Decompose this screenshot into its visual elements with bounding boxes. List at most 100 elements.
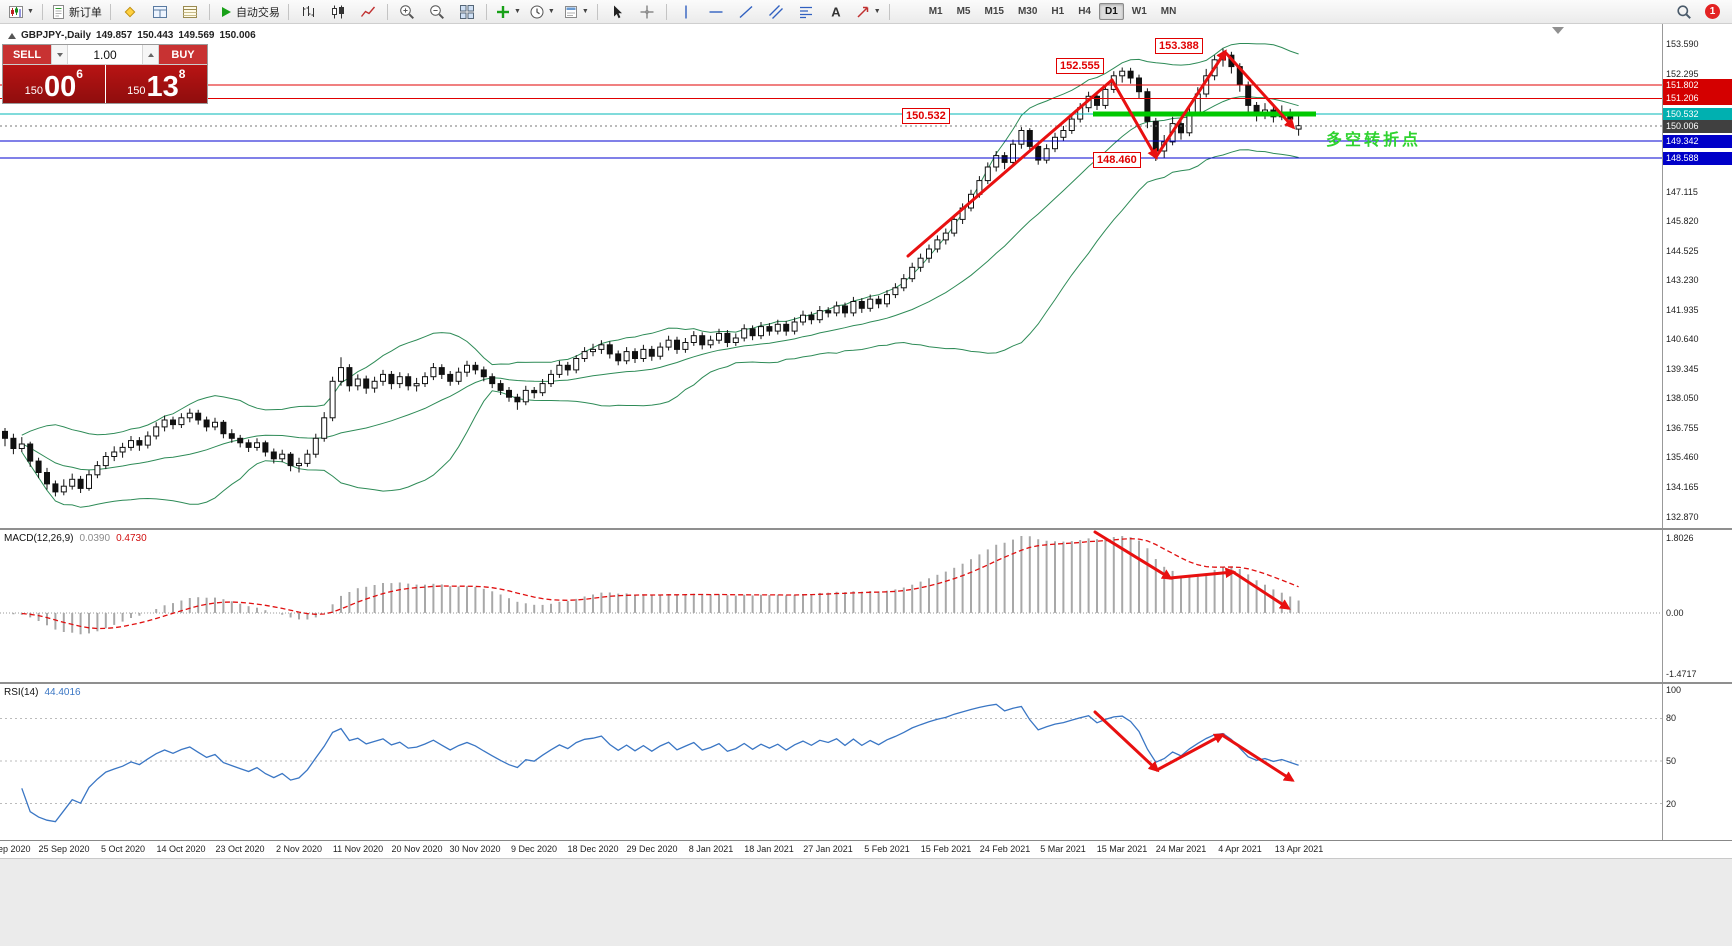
autotrading-button[interactable]: 自动交易 xyxy=(215,1,283,23)
macd-canvas[interactable] xyxy=(0,530,1662,682)
templates-icon xyxy=(563,4,579,20)
price-annotation[interactable]: 153.388 xyxy=(1155,38,1203,54)
cursor-button[interactable] xyxy=(603,1,631,23)
price-tag: 149.342 xyxy=(1663,135,1732,148)
chart-ohlc-header: GBPJPY-,Daily 149.857 150.443 149.569 15… xyxy=(8,30,256,41)
timeframe-D1-button[interactable]: D1 xyxy=(1099,3,1124,20)
toolbar-separator xyxy=(596,3,598,20)
crosshair-icon xyxy=(639,4,655,20)
timeframe-H1-button[interactable]: H1 xyxy=(1051,6,1065,17)
main-chart-canvas[interactable] xyxy=(0,24,1662,528)
zoom-in-icon xyxy=(399,4,415,20)
time-axis-label: 25 Sep 2020 xyxy=(38,844,90,854)
bar-chart-mode-button[interactable] xyxy=(294,1,322,23)
timeframe-M1-button[interactable]: M1 xyxy=(928,6,943,17)
volume-input[interactable] xyxy=(68,45,142,64)
tile-windows-icon xyxy=(459,4,475,20)
rsi-panel[interactable]: RSI(14) 44.4016 xyxy=(0,684,1662,840)
buy-button[interactable]: BUY xyxy=(159,45,207,64)
vertical-line-icon xyxy=(678,4,694,20)
buy-price-prefix: 150 xyxy=(127,85,146,97)
chevron-down-icon xyxy=(56,52,63,57)
line-chart-mode-button[interactable] xyxy=(354,1,382,23)
sell-button[interactable]: SELL xyxy=(3,45,51,64)
time-axis-label: 24 Feb 2021 xyxy=(979,844,1031,854)
trend-arrows xyxy=(906,49,1296,258)
market-watch-button[interactable] xyxy=(146,1,174,23)
data-window-button[interactable] xyxy=(176,1,204,23)
volume-down-button[interactable] xyxy=(51,45,68,64)
one-click-trading-panel: SELL BUY 150 00 6 150 13 8 xyxy=(2,44,208,104)
price-axis-label: 135.460 xyxy=(1666,452,1699,462)
metaeditor-button[interactable] xyxy=(116,1,144,23)
timeframe-W1-button[interactable]: W1 xyxy=(1131,6,1147,17)
macd-panel[interactable]: MACD(12,26,9) 0.0390 0.4730 xyxy=(0,530,1662,682)
main-chart-panel[interactable]: 153.388 152.555 150.532 148.460 多空转折点 xyxy=(0,24,1662,528)
crosshair-button[interactable] xyxy=(633,1,661,23)
candlestick-mode-button[interactable] xyxy=(324,1,352,23)
sell-price-pips: 00 xyxy=(43,71,77,103)
dropdown-arrow-icon: ▼ xyxy=(27,8,34,15)
indicators-button[interactable]: ▼ xyxy=(492,1,524,23)
price-axis-label: 134.165 xyxy=(1666,482,1699,492)
buy-price-button[interactable]: 150 13 8 xyxy=(105,65,207,103)
chart-shift-marker[interactable] xyxy=(1552,27,1564,34)
bollinger-bands xyxy=(21,43,1299,508)
time-axis-label: 20 Nov 2020 xyxy=(391,844,443,854)
rsi-axis-label: 50 xyxy=(1666,756,1677,766)
time-axis-label: 8 Jan 2021 xyxy=(688,844,734,854)
cursor-icon xyxy=(609,4,625,20)
new-chart-button[interactable]: ▼ xyxy=(5,1,37,23)
time-axis-label: 5 Feb 2021 xyxy=(864,844,910,854)
zoom-in-button[interactable] xyxy=(393,1,421,23)
rsi-trend-arrows xyxy=(1093,710,1295,782)
tile-windows-button[interactable] xyxy=(453,1,481,23)
panel-separator[interactable] xyxy=(0,682,1732,684)
toolbar-separator xyxy=(665,3,667,20)
equidistant-channel-button[interactable] xyxy=(762,1,790,23)
trendline-button[interactable] xyxy=(732,1,760,23)
search-button[interactable] xyxy=(1670,1,1698,23)
timeframe-H4-button[interactable]: H4 xyxy=(1078,6,1091,17)
fibonacci-button[interactable] xyxy=(792,1,820,23)
sell-price-button[interactable]: 150 00 6 xyxy=(3,65,105,103)
text-tool-icon: A xyxy=(828,4,844,20)
time-axis-label: 9 Dec 2020 xyxy=(510,844,558,854)
arrows-tool-button[interactable]: ▼ xyxy=(852,1,884,23)
text-tool-button[interactable]: A xyxy=(822,1,850,23)
price-axis-label: 136.755 xyxy=(1666,423,1699,433)
rsi-axis[interactable]: 100 80 50 20 xyxy=(1662,684,1732,840)
time-axis-label: 23 Oct 2020 xyxy=(215,844,265,854)
zoom-out-button[interactable] xyxy=(423,1,451,23)
timeframe-group: M1 M5 M15 M30 H1 H4 D1 W1 MN xyxy=(922,3,1184,20)
time-axis-label: 5 Mar 2021 xyxy=(1040,844,1086,854)
timeframe-MN-button[interactable]: MN xyxy=(1160,6,1177,17)
volume-up-button[interactable] xyxy=(142,45,159,64)
timeframe-M5-button[interactable]: M5 xyxy=(956,6,971,17)
oneclick-collapse-icon[interactable] xyxy=(8,32,16,39)
price-tag: 150.006 xyxy=(1663,120,1732,133)
timeframe-M15-button[interactable]: M15 xyxy=(984,6,1004,17)
price-axis-label: 145.820 xyxy=(1666,216,1699,226)
timeframe-M30-button[interactable]: M30 xyxy=(1017,6,1038,17)
price-tag: 148.588 xyxy=(1663,152,1732,165)
macd-axis[interactable]: 1.8026 0.00 -1.4717 xyxy=(1662,530,1732,682)
time-axis[interactable]: 16 Sep 2020 25 Sep 2020 5 Oct 2020 14 Oct 2… xyxy=(0,840,1732,858)
notifications-badge[interactable]: 1 xyxy=(1705,4,1720,19)
price-annotation[interactable]: 148.460 xyxy=(1093,152,1141,168)
templates-button[interactable]: ▼ xyxy=(560,1,592,23)
panel-separator[interactable] xyxy=(0,528,1732,530)
horizontal-line-button[interactable] xyxy=(702,1,730,23)
price-annotation[interactable]: 152.555 xyxy=(1056,58,1104,74)
price-axis-label: 147.115 xyxy=(1666,187,1698,197)
market-watch-icon xyxy=(152,4,168,20)
new-order-button[interactable]: 新订单 xyxy=(48,1,105,23)
price-axis[interactable]: 153.590 152.295 147.115 145.820 144.525 143.2… xyxy=(1662,24,1732,528)
periods-button[interactable]: ▼ xyxy=(526,1,558,23)
new-order-icon xyxy=(51,4,67,20)
vertical-line-button[interactable] xyxy=(672,1,700,23)
price-axis-label: 140.640 xyxy=(1666,334,1699,344)
price-annotation[interactable]: 150.532 xyxy=(902,108,950,124)
time-axis-label: 13 Apr 2021 xyxy=(1274,844,1324,854)
rsi-canvas[interactable] xyxy=(0,684,1662,840)
